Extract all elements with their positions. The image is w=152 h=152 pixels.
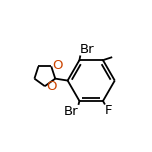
Text: O: O [46,80,57,93]
Text: O: O [52,59,63,72]
Text: F: F [105,104,112,117]
Text: Br: Br [80,43,95,56]
Text: Br: Br [63,105,78,118]
